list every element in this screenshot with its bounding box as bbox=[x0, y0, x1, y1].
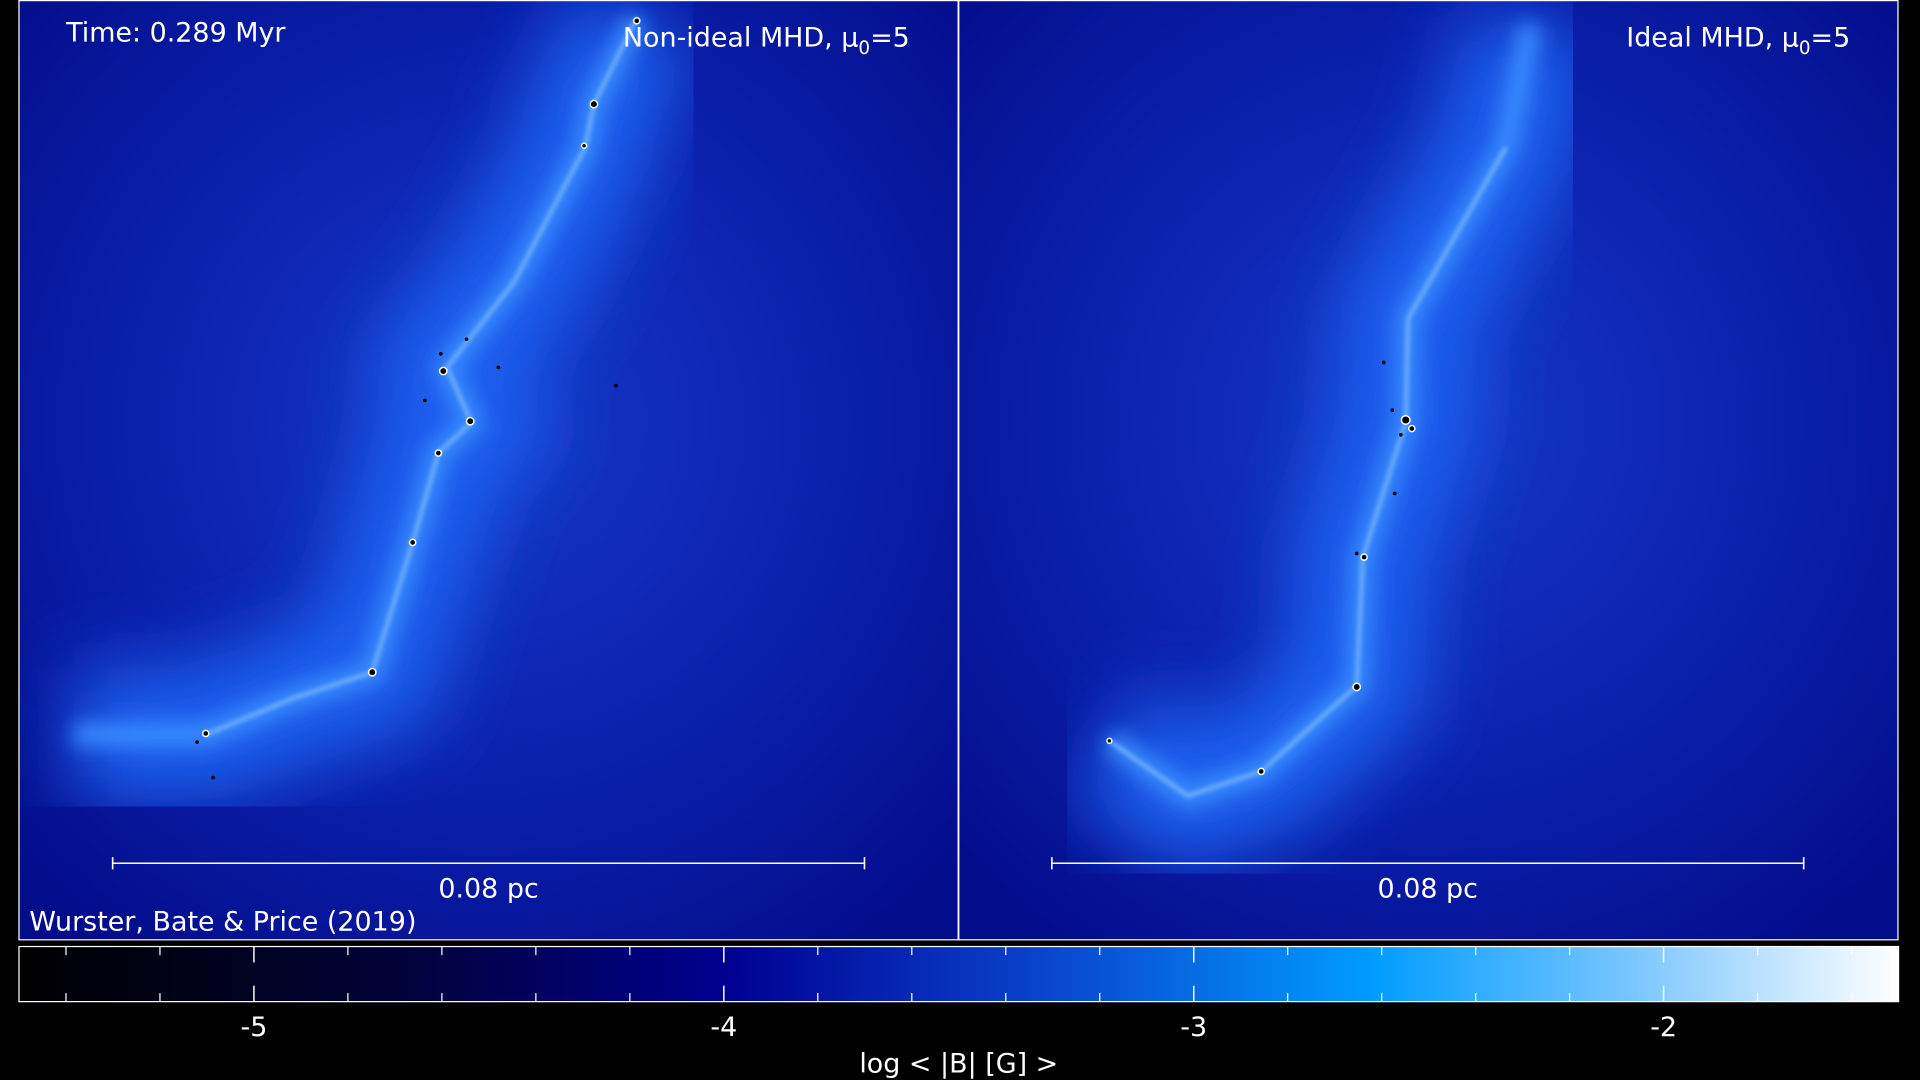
scale-label: 0.08 pc bbox=[438, 874, 538, 905]
title-text: Ideal MHD, μ bbox=[1626, 23, 1799, 54]
panel-frame bbox=[958, 0, 1899, 941]
scale-label: 0.08 pc bbox=[1378, 874, 1478, 905]
colorbar-tick-label: -5 bbox=[241, 1012, 268, 1043]
panel-title: Non-ideal MHD, μ0=5 bbox=[623, 23, 910, 59]
title-text: =5 bbox=[870, 23, 910, 54]
panel-title: Ideal MHD, μ0=5 bbox=[1626, 23, 1850, 59]
title-sub: 0 bbox=[1799, 38, 1811, 59]
colorbar-tick-label: -2 bbox=[1650, 1012, 1677, 1043]
panel-image bbox=[958, 0, 1898, 940]
title-text: =5 bbox=[1811, 23, 1851, 54]
colorbar bbox=[18, 945, 1900, 1003]
colorbar-tick-label: -3 bbox=[1180, 1012, 1207, 1043]
title-text: Non-ideal MHD, μ bbox=[623, 23, 859, 54]
scale-bar bbox=[111, 857, 1805, 870]
colorbar-label: log < |B| [G] > bbox=[859, 1049, 1058, 1080]
title-sub: 0 bbox=[858, 38, 870, 59]
time-label: Time: 0.289 Myr bbox=[65, 18, 286, 49]
credit: Wurster, Bate & Price (2019) bbox=[29, 907, 416, 938]
colorbar-tick-label: -4 bbox=[710, 1012, 737, 1043]
panel-image bbox=[18, 0, 958, 940]
